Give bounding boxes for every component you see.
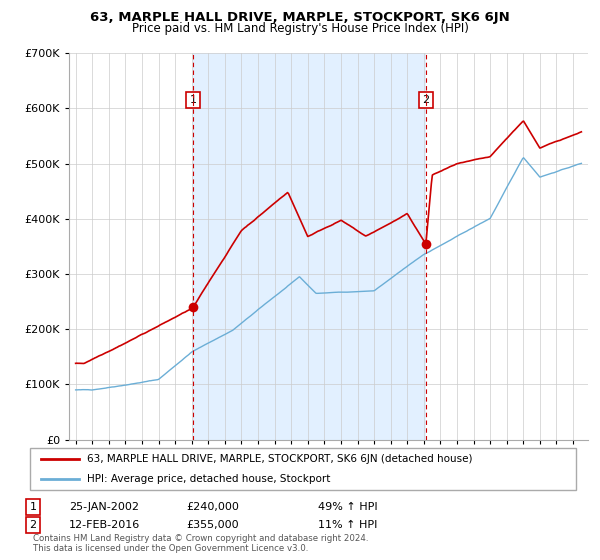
Bar [193,53,426,440]
Text: 12-FEB-2016: 12-FEB-2016 [69,520,140,530]
Text: 63, MARPLE HALL DRIVE, MARPLE, STOCKPORT, SK6 6JN (detached house): 63, MARPLE HALL DRIVE, MARPLE, STOCKPORT… [88,454,473,464]
Text: 25-JAN-2002: 25-JAN-2002 [69,502,139,512]
Text: 1: 1 [29,502,37,512]
Text: 2: 2 [422,95,430,105]
Text: 11% ↑ HPI: 11% ↑ HPI [318,520,377,530]
Text: HPI: Average price, detached house, Stockport: HPI: Average price, detached house, Stoc… [88,474,331,484]
Text: Price paid vs. HM Land Registry's House Price Index (HPI): Price paid vs. HM Land Registry's House … [131,22,469,35]
Text: Contains HM Land Registry data © Crown copyright and database right 2024.
This d: Contains HM Land Registry data © Crown c… [33,534,368,553]
Text: £355,000: £355,000 [186,520,239,530]
Text: 1: 1 [190,95,196,105]
Text: 49% ↑ HPI: 49% ↑ HPI [318,502,377,512]
Text: 2: 2 [29,520,37,530]
Text: £240,000: £240,000 [186,502,239,512]
Text: 63, MARPLE HALL DRIVE, MARPLE, STOCKPORT, SK6 6JN: 63, MARPLE HALL DRIVE, MARPLE, STOCKPORT… [90,11,510,24]
